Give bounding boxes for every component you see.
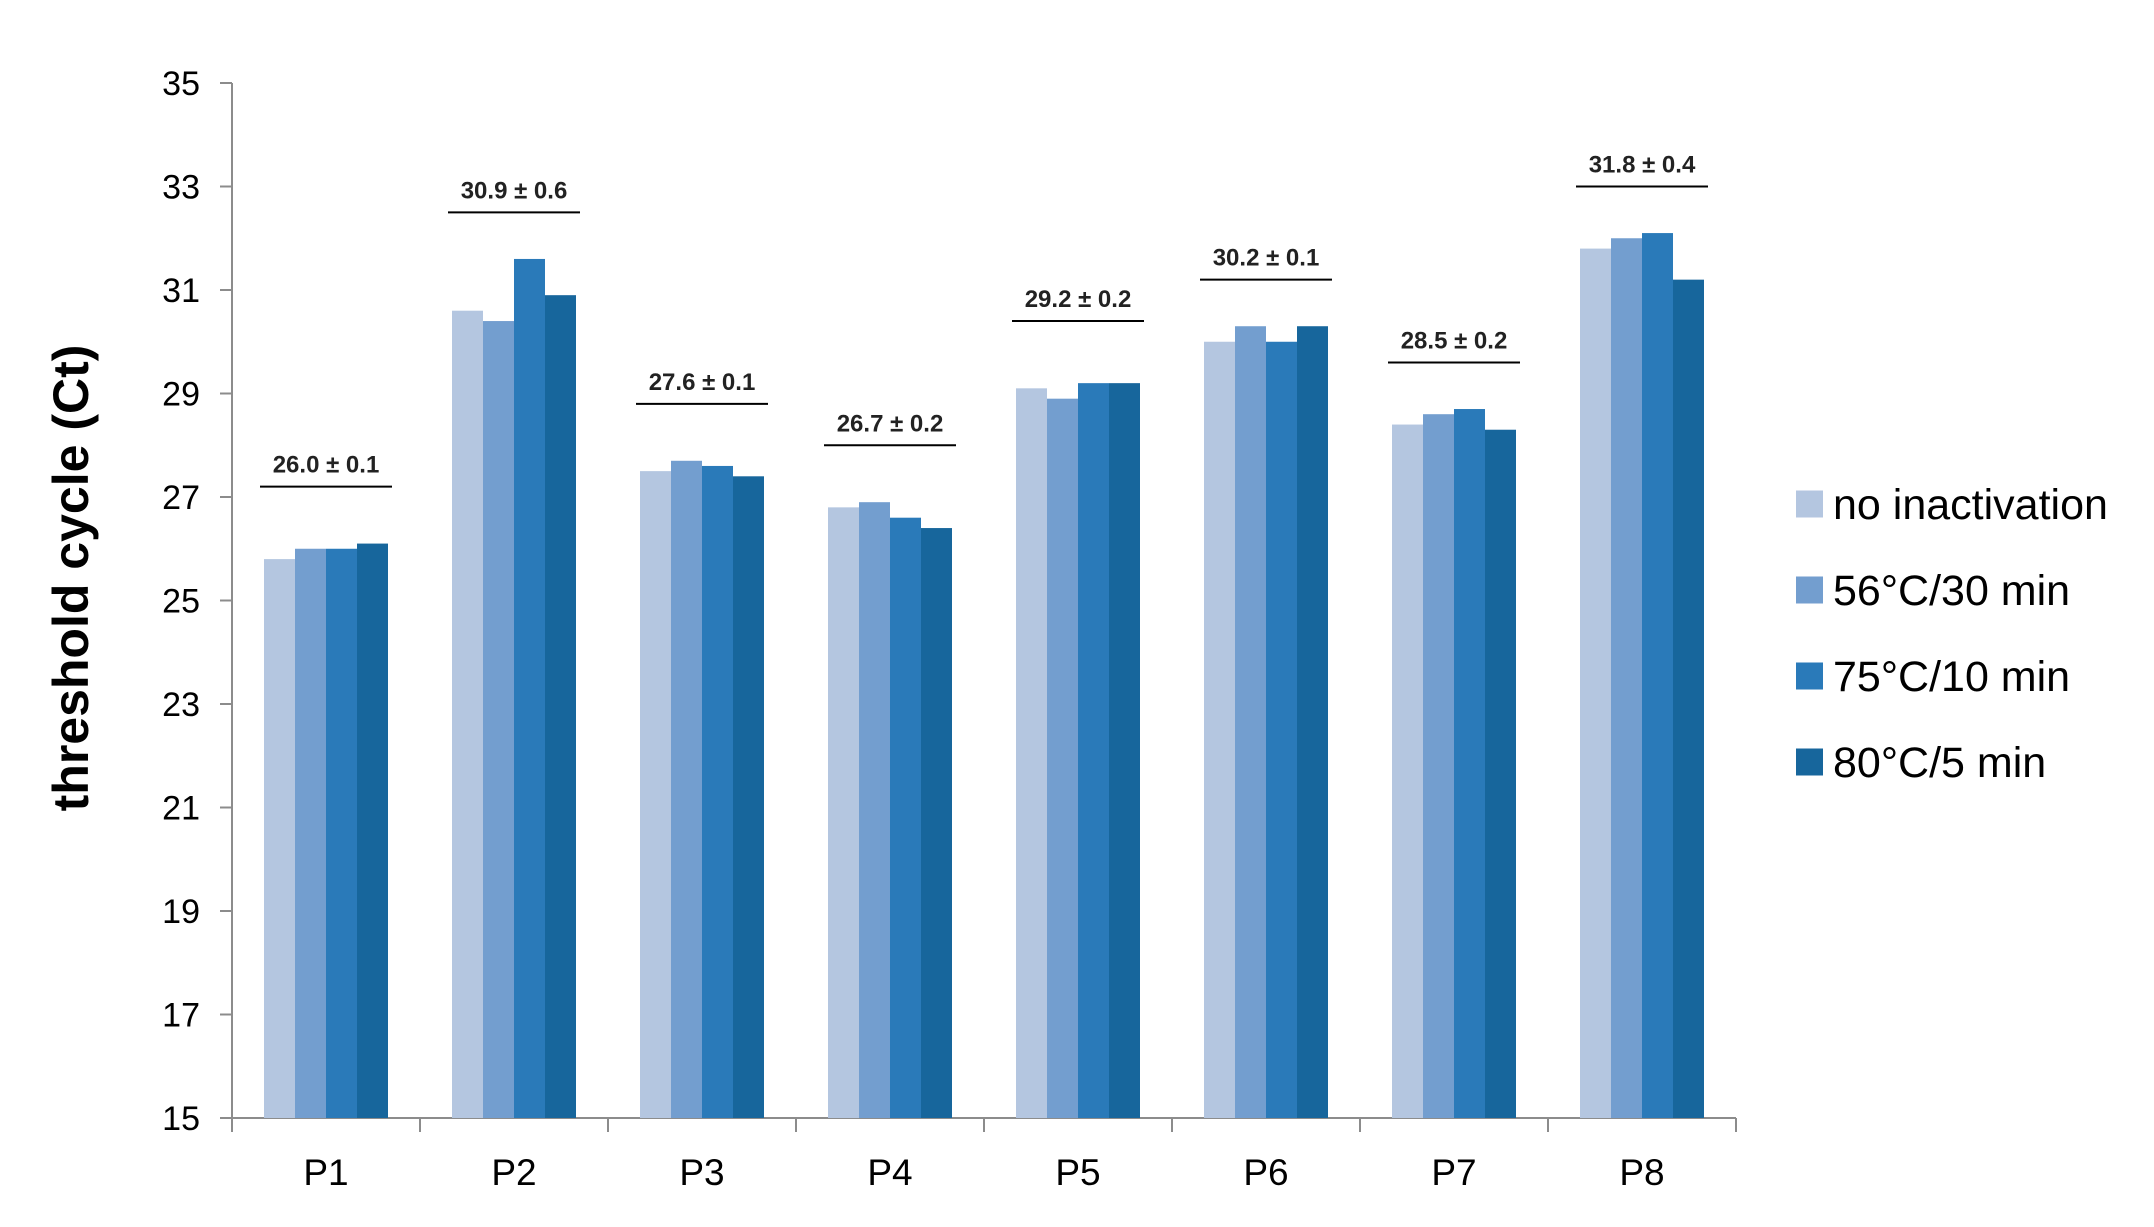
bars (264, 233, 1704, 1119)
legend: no inactivation 56°C/30 min 75°C/10 min 80°… (1796, 481, 2108, 787)
bar (921, 528, 952, 1118)
x-category-label: P7 (1431, 1152, 1476, 1193)
legend-label: 56°C/30 min (1833, 567, 2070, 615)
bar (1580, 248, 1611, 1119)
legend-swatch (1796, 576, 1823, 604)
bar (1392, 424, 1423, 1118)
x-category-label: P1 (303, 1152, 348, 1193)
annotation-label: 27.6 ± 0.1 (649, 369, 756, 396)
bar (357, 543, 388, 1118)
x-axis: P1 P2 P3 P4 P5 P6 P7 P8 (231, 1117, 1737, 1193)
bar (483, 321, 514, 1118)
y-tick-label: 21 (162, 790, 200, 828)
bar (1485, 429, 1516, 1119)
y-tick-label: 27 (162, 479, 200, 517)
bar (326, 548, 357, 1118)
bar (671, 460, 702, 1118)
legend-swatch (1796, 748, 1823, 776)
legend-swatch (1796, 662, 1823, 690)
annotation-label: 26.0 ± 0.1 (273, 452, 380, 479)
y-tick-label: 23 (162, 686, 200, 724)
x-category-label: P3 (679, 1152, 724, 1193)
bar (1642, 233, 1673, 1118)
bar (1423, 414, 1454, 1118)
bar (1235, 326, 1266, 1119)
x-category-label: P4 (867, 1152, 912, 1193)
bar (859, 502, 890, 1118)
legend-label: 80°C/5 min (1833, 739, 2046, 787)
y-tick-label: 31 (162, 272, 200, 310)
bar (264, 559, 295, 1118)
x-category-label: P6 (1243, 1152, 1288, 1193)
y-axis: 15 17 19 21 23 25 27 29 31 33 35 (162, 65, 233, 1138)
y-tick-label: 19 (162, 893, 200, 931)
annotation-label: 29.2 ± 0.2 (1025, 286, 1132, 313)
bar (1454, 409, 1485, 1118)
x-category-label: P2 (491, 1152, 536, 1193)
y-tick-label: 33 (162, 169, 200, 207)
bar (1109, 383, 1140, 1118)
y-tick-label: 17 (162, 997, 200, 1035)
x-category-label: P5 (1055, 1152, 1100, 1193)
y-tick-label: 35 (162, 65, 200, 103)
legend-label: no inactivation (1833, 481, 2108, 529)
bar (1016, 388, 1047, 1118)
y-tick-label: 29 (162, 376, 200, 414)
bar (295, 548, 326, 1118)
y-axis-title: threshold cycle (Ct) (43, 345, 99, 812)
annotation-label: 30.2 ± 0.1 (1213, 245, 1320, 272)
bar (1078, 383, 1109, 1118)
legend-label: 75°C/10 min (1833, 653, 2070, 701)
bar (1047, 398, 1078, 1118)
bar (1266, 341, 1297, 1118)
y-tick-label: 15 (162, 1100, 200, 1138)
bar (828, 507, 859, 1119)
bar (640, 471, 671, 1118)
annotations: 26.0 ± 0.1 30.9 ± 0.6 27.6 ± 0.1 26.7 ± 0.2… (260, 152, 1708, 488)
bar (1611, 238, 1642, 1118)
bar (1673, 279, 1704, 1118)
bar (514, 258, 545, 1118)
bar (1297, 326, 1328, 1119)
x-category-label: P8 (1619, 1152, 1664, 1193)
bar (733, 476, 764, 1118)
bar (1204, 341, 1235, 1118)
annotation-label: 28.5 ± 0.2 (1401, 327, 1508, 354)
bar (452, 310, 483, 1118)
legend-swatch (1796, 490, 1823, 518)
y-tick-label: 25 (162, 583, 200, 621)
annotation-label: 30.9 ± 0.6 (461, 177, 568, 204)
annotation-label: 31.8 ± 0.4 (1589, 152, 1696, 179)
bar (545, 295, 576, 1118)
annotation-label: 26.7 ± 0.2 (837, 410, 944, 437)
bar (702, 465, 733, 1118)
bar (890, 517, 921, 1118)
